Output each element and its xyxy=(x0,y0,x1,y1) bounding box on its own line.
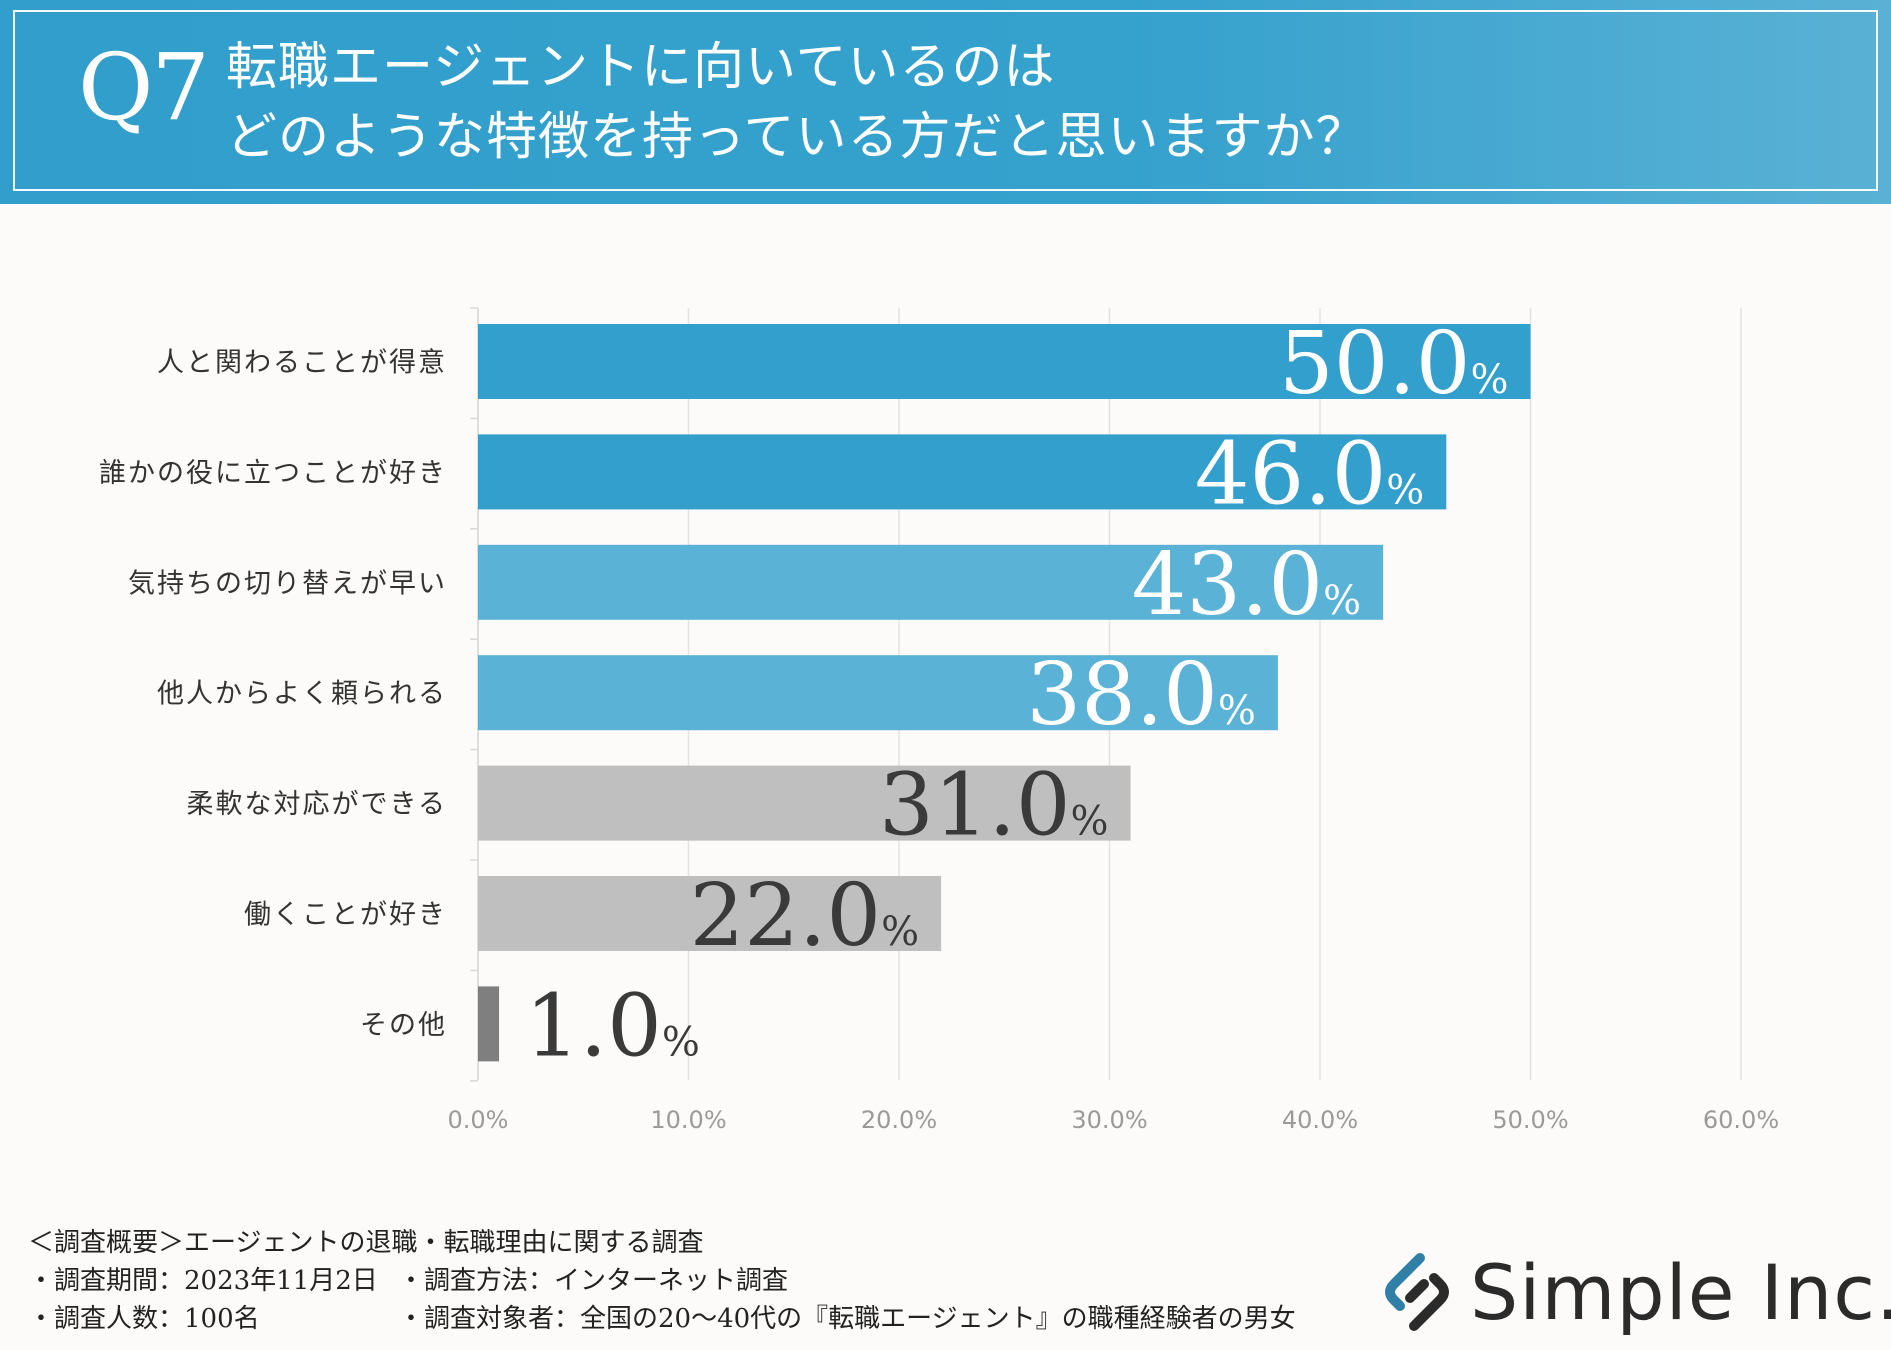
data-label: 46.0% xyxy=(1195,424,1425,524)
data-label: 31.0% xyxy=(879,756,1109,856)
header-banner: Q7 転職エージェントに向いているのは どのような特徴を持っている方だと思います… xyxy=(0,0,1891,204)
data-label-unit: % xyxy=(1071,799,1109,845)
data-label-value: 1.0 xyxy=(525,976,662,1076)
x-tick-label: 20.0% xyxy=(861,1106,937,1134)
data-label: 22.0% xyxy=(690,866,920,966)
bar xyxy=(478,876,942,951)
data-label-value: 43.0 xyxy=(1132,535,1323,635)
bar-layer xyxy=(478,324,1531,1062)
question-number: Q7 xyxy=(78,34,210,141)
category-label: 誰かの役に立つことが好き xyxy=(99,458,447,489)
data-label-unit: % xyxy=(1470,357,1508,403)
data-label: 50.0% xyxy=(1279,314,1509,414)
data-label-unit: % xyxy=(1218,688,1256,734)
data-label: 1.0% xyxy=(525,976,700,1076)
data-label-unit: % xyxy=(662,1019,700,1065)
category-label: 気持ちの切り替えが早い xyxy=(128,568,447,599)
bar xyxy=(478,986,500,1062)
category-label: その他 xyxy=(360,1010,447,1041)
bar xyxy=(478,434,1447,510)
category-label: 柔軟な対応ができる xyxy=(187,789,447,820)
data-label-value: 38.0 xyxy=(1026,645,1217,745)
data-label-value: 22.0 xyxy=(690,866,881,966)
data-label: 43.0% xyxy=(1132,535,1362,635)
x-tick-label: 0.0% xyxy=(448,1106,509,1134)
bar xyxy=(478,765,1131,841)
header-frame xyxy=(13,10,1878,191)
data-label-value: 31.0 xyxy=(879,756,1070,856)
question-title-line2: どのような特徴を持っている方だと思いますか？ xyxy=(226,108,1368,167)
x-tick-label: 10.0% xyxy=(650,1106,726,1134)
data-label-unit: % xyxy=(1386,467,1424,513)
category-label: 人と関わることが得意 xyxy=(157,348,447,379)
bar xyxy=(478,655,1278,731)
x-tick-label: 40.0% xyxy=(1282,1106,1358,1134)
data-label-value: 46.0 xyxy=(1195,424,1386,524)
data-label: 38.0% xyxy=(1026,645,1256,745)
survey-target: ・調査対象者：全国の20～40代の『転職エージェント』の職種経験者の男女 xyxy=(398,1304,1296,1334)
question-title-line1: 転職エージェントに向いているのは xyxy=(226,38,1056,97)
survey-method: ・調査方法：インターネット調査 xyxy=(398,1266,789,1296)
data-label-unit: % xyxy=(1323,578,1361,624)
x-tick-label: 50.0% xyxy=(1492,1106,1568,1134)
company-name: Simple Inc. xyxy=(1470,1248,1891,1337)
data-label-value: 50.0 xyxy=(1279,314,1470,414)
data-label-unit: % xyxy=(881,909,919,955)
survey-footer: ＜調査概要＞エージェントの退職・転職理由に関する調査 ・調査期間：2023年11… xyxy=(28,1224,1296,1338)
category-label: 働くことが好き xyxy=(244,900,447,931)
link-chain-icon xyxy=(1385,1253,1449,1331)
x-tick-label: 60.0% xyxy=(1703,1106,1779,1134)
bar xyxy=(478,324,1531,399)
survey-summary-title: ＜調査概要＞エージェントの退職・転職理由に関する調査 xyxy=(28,1228,704,1258)
bar xyxy=(478,544,1384,620)
company-logo: Simple Inc. xyxy=(1380,1248,1891,1337)
survey-count: ・調査人数：100名 xyxy=(28,1304,260,1334)
survey-period: ・調査期間：2023年11月2日 xyxy=(28,1266,378,1296)
label-layer: 0.0% 10.0% 20.0% 30.0% 40.0% 50.0% 60.0% 人と関わるこ… xyxy=(99,314,1779,1134)
category-label: 他人からよく頼られる xyxy=(157,679,447,710)
x-tick-label: 30.0% xyxy=(1071,1106,1147,1134)
bar-chart: 0.0% 10.0% 20.0% 30.0% 40.0% 50.0% 60.0% 人と関わるこ… xyxy=(99,307,1779,1134)
